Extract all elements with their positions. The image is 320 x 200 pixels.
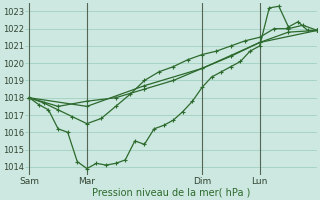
X-axis label: Pression niveau de la mer( hPa ): Pression niveau de la mer( hPa ) [92, 187, 251, 197]
